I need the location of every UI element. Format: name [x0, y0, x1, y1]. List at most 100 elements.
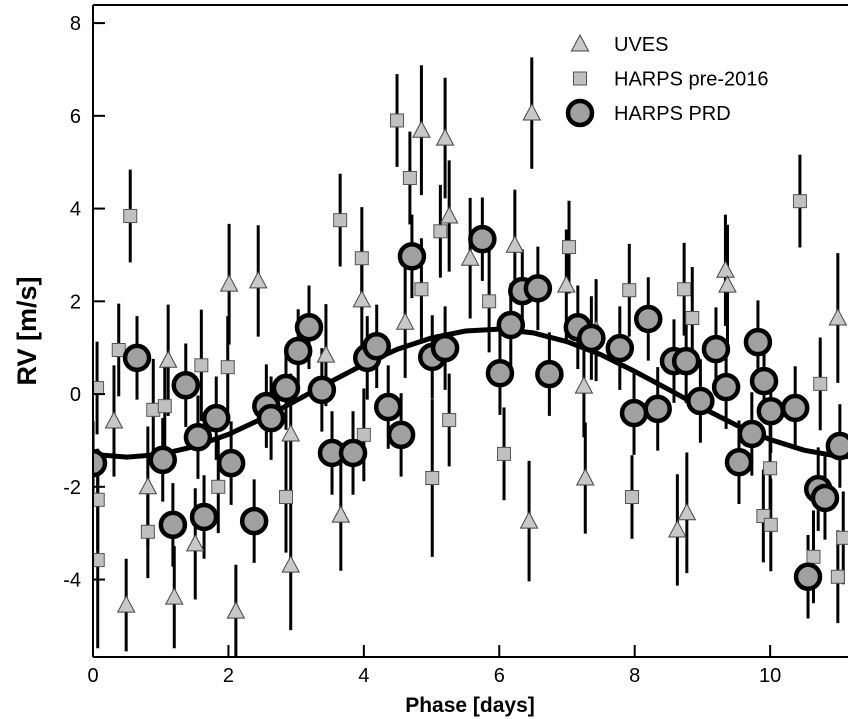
- x-tick-label: 8: [629, 665, 640, 687]
- point: [825, 431, 848, 461]
- legend: UVES HARPS pre-2016 HARPS PRD: [565, 33, 769, 128]
- x-tick-label: 6: [494, 665, 505, 687]
- point: [836, 530, 848, 545]
- point: [333, 213, 348, 228]
- point: [220, 360, 235, 375]
- point: [148, 445, 177, 475]
- point: [577, 323, 606, 353]
- point: [435, 128, 455, 146]
- point: [93, 553, 105, 568]
- point: [331, 505, 351, 523]
- point: [183, 422, 213, 452]
- point: [140, 524, 155, 539]
- point: [763, 517, 778, 532]
- point: [677, 502, 697, 521]
- point: [460, 248, 480, 266]
- point: [622, 283, 637, 298]
- point: [93, 492, 105, 507]
- point: [248, 270, 268, 289]
- point: [307, 375, 337, 405]
- point: [397, 242, 427, 271]
- point: [402, 170, 417, 185]
- x-tick-label: 4: [358, 665, 369, 687]
- point: [485, 358, 515, 388]
- point: [390, 113, 405, 128]
- point: [412, 120, 431, 138]
- point: [605, 333, 635, 363]
- point: [226, 601, 246, 619]
- point: [496, 310, 526, 340]
- legend-label: HARPS pre-2016: [614, 69, 769, 91]
- point: [338, 438, 368, 468]
- point: [362, 332, 391, 361]
- point: [671, 346, 701, 376]
- point: [278, 490, 293, 505]
- point: [756, 396, 786, 426]
- point: [743, 327, 773, 357]
- point: [283, 336, 313, 366]
- point: [386, 420, 416, 450]
- y-tick-label: 6: [70, 106, 81, 128]
- point: [164, 587, 184, 605]
- point: [668, 519, 687, 538]
- point: [171, 371, 201, 400]
- legend-marker: [570, 33, 590, 52]
- point: [830, 569, 845, 584]
- point: [442, 413, 457, 428]
- point: [535, 359, 564, 389]
- point: [201, 403, 231, 433]
- point: [185, 533, 205, 552]
- point: [792, 194, 807, 209]
- y-tick-label: 0: [70, 384, 81, 406]
- point: [556, 275, 576, 293]
- legend-label: UVES: [614, 34, 668, 56]
- y-tick-label: -2: [63, 477, 81, 499]
- point: [433, 224, 448, 239]
- point: [281, 555, 301, 573]
- point: [189, 502, 219, 532]
- point: [718, 275, 737, 293]
- point: [122, 343, 152, 373]
- point: [211, 479, 226, 494]
- x-tick-label: 0: [87, 665, 98, 687]
- point: [523, 274, 553, 303]
- y-tick-label: 4: [70, 199, 81, 221]
- point: [271, 373, 301, 403]
- point: [354, 251, 369, 266]
- point: [414, 282, 429, 297]
- plot-area: [93, 57, 848, 657]
- point: [93, 448, 108, 478]
- point: [711, 372, 741, 402]
- y-tick-label: 2: [70, 291, 81, 313]
- point: [123, 208, 138, 223]
- y-tick-label: 8: [70, 13, 81, 35]
- point: [239, 506, 269, 536]
- point: [219, 274, 239, 292]
- point: [158, 350, 178, 368]
- x-tick-label: 10: [759, 665, 781, 687]
- point: [813, 376, 828, 391]
- point: [806, 549, 821, 564]
- point: [677, 282, 692, 297]
- point: [749, 366, 779, 396]
- point: [780, 393, 810, 423]
- point: [505, 235, 525, 253]
- point: [138, 476, 158, 495]
- point: [701, 334, 731, 364]
- point: [737, 419, 767, 449]
- point: [216, 448, 246, 478]
- y-axis-title: RV [m/s]: [12, 276, 42, 385]
- point: [158, 510, 188, 540]
- point: [575, 467, 595, 486]
- point: [316, 345, 336, 363]
- point: [294, 313, 324, 342]
- x-axis-title: Phase [days]: [405, 694, 535, 717]
- point: [430, 333, 460, 363]
- point: [793, 562, 823, 592]
- point: [686, 386, 715, 416]
- point: [643, 394, 672, 424]
- point: [624, 490, 639, 505]
- point: [828, 307, 848, 326]
- point: [395, 312, 415, 330]
